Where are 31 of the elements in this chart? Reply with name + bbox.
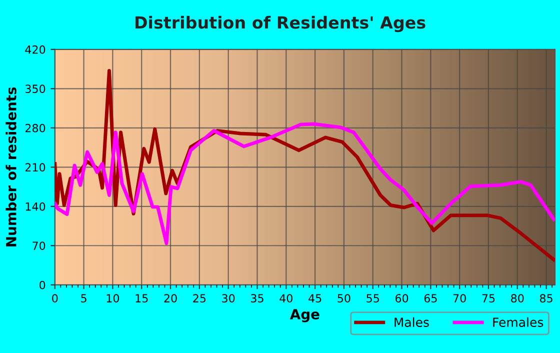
x-tick-label: 15 (136, 294, 148, 302)
y-tick-label: 70 (32, 242, 46, 250)
x-tick-label: 70 (453, 294, 466, 302)
x-tick-label: 30 (222, 294, 235, 302)
x-axis-title: Age (290, 309, 320, 322)
x-tick-label: 0 (52, 294, 58, 302)
x-tick-label: 55 (366, 294, 379, 302)
y-axis-title: Number of residents (6, 87, 16, 246)
legend-label: Males (394, 317, 429, 327)
y-tick-label: 420 (25, 45, 46, 54)
x-tick-label: 35 (251, 294, 264, 302)
y-tick-label: 210 (25, 163, 46, 172)
legend-label: Females (493, 317, 544, 327)
x-tick-label: 75 (482, 294, 495, 302)
x-tick-label: 85 (540, 294, 552, 302)
x-tick-label: 10 (106, 294, 120, 302)
x-tick-label: 25 (193, 294, 206, 302)
y-tick-label: 0 (40, 280, 46, 290)
x-tick-label: 80 (511, 294, 524, 302)
line-series (54, 122, 555, 246)
x-tick-label: 50 (338, 294, 350, 302)
x-tick-label: 40 (280, 294, 292, 302)
x-tick-label: 65 (424, 294, 437, 302)
y-tick-label: 140 (26, 202, 46, 211)
y-tick-label: 350 (25, 84, 46, 94)
chart-title: Distribution of Residents' Ages (135, 16, 426, 32)
x-tick-label: 60 (395, 294, 408, 302)
y-tick-label: 280 (25, 124, 46, 132)
x-tick-label: 45 (308, 294, 322, 302)
x-tick-label: 20 (164, 294, 177, 302)
x-tick-label: 5 (81, 294, 86, 302)
